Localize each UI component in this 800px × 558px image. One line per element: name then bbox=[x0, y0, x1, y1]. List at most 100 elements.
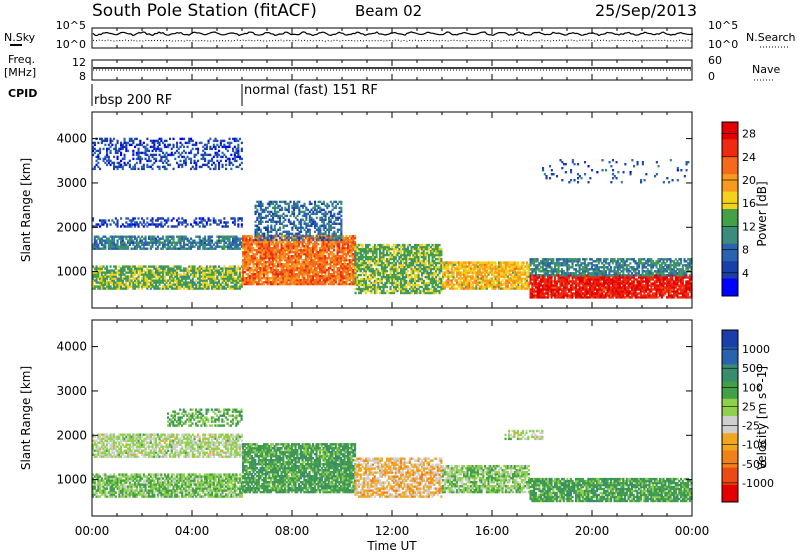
heatmap-cell bbox=[328, 239, 330, 241]
heatmap-cell bbox=[355, 244, 357, 246]
heatmap-cell bbox=[146, 138, 148, 140]
heatmap-cell bbox=[316, 223, 318, 225]
heatmap-cell bbox=[277, 255, 279, 257]
heatmap-cell bbox=[337, 267, 339, 269]
heatmap-cell bbox=[263, 233, 265, 235]
heatmap-cell bbox=[150, 160, 152, 162]
heatmap-cell bbox=[202, 217, 204, 219]
heatmap-cell bbox=[162, 152, 164, 154]
heatmap-cell bbox=[178, 265, 180, 267]
heatmap-cell bbox=[325, 205, 327, 207]
heatmap-cell bbox=[148, 236, 150, 238]
heatmap-cell bbox=[180, 265, 182, 267]
heatmap-cell bbox=[218, 162, 220, 164]
heatmap-cell bbox=[145, 236, 147, 238]
heatmap-cell bbox=[222, 285, 224, 287]
heatmap-cell bbox=[229, 265, 231, 267]
heatmap-cell bbox=[347, 259, 349, 261]
power-heatmap-cells bbox=[92, 138, 693, 299]
heatmap-cell bbox=[339, 201, 341, 203]
heatmap-cell bbox=[104, 219, 106, 221]
heatmap-cell bbox=[152, 146, 154, 148]
heatmap-cell bbox=[124, 154, 126, 156]
heatmap-cell bbox=[249, 255, 251, 257]
heatmap-cell bbox=[300, 235, 302, 237]
heatmap-cell bbox=[393, 244, 395, 246]
heatmap-cell bbox=[376, 260, 378, 262]
heatmap-cell bbox=[321, 203, 323, 205]
heatmap-cell bbox=[276, 221, 278, 223]
heatmap-cell bbox=[304, 203, 306, 205]
heatmap-cell bbox=[152, 265, 154, 267]
heatmap-cell bbox=[332, 227, 334, 229]
heatmap-cell bbox=[204, 158, 206, 160]
heatmap-cell bbox=[192, 140, 194, 142]
heatmap-cell bbox=[99, 225, 101, 227]
heatmap-cell bbox=[425, 252, 427, 254]
heatmap-cell bbox=[188, 152, 190, 154]
heatmap-cell bbox=[155, 219, 157, 221]
freq-left-tick-bottom: 8 bbox=[79, 70, 86, 83]
heatmap-cell bbox=[159, 265, 161, 267]
heatmap-cell bbox=[421, 290, 423, 292]
heatmap-cell bbox=[155, 238, 157, 240]
heatmap-cell bbox=[173, 138, 175, 140]
heatmap-cell bbox=[155, 223, 157, 225]
heatmap-cell bbox=[376, 278, 378, 280]
heatmap-cell bbox=[249, 235, 251, 237]
heatmap-cell bbox=[124, 283, 126, 285]
heatmap-cell bbox=[379, 244, 381, 246]
heatmap-cell bbox=[159, 138, 161, 140]
heatmap-cell bbox=[187, 146, 189, 148]
heatmap-cell bbox=[162, 236, 164, 238]
heatmap-cell bbox=[148, 265, 150, 267]
heatmap-cell bbox=[316, 217, 318, 219]
heatmap-cell bbox=[127, 240, 129, 242]
heatmap-cell bbox=[103, 158, 105, 160]
heatmap-cell bbox=[442, 281, 444, 283]
heatmap-cell bbox=[404, 266, 406, 268]
heatmap-cell bbox=[99, 248, 101, 250]
heatmap-cell bbox=[262, 221, 264, 223]
heatmap-cell bbox=[293, 221, 295, 223]
heatmap-cell bbox=[312, 259, 314, 261]
heatmap-cell bbox=[134, 217, 136, 219]
heatmap-cell bbox=[321, 237, 323, 239]
heatmap-cell bbox=[232, 158, 234, 160]
heatmap-cell bbox=[181, 164, 183, 166]
heatmap-cell bbox=[386, 270, 388, 272]
heatmap-cell bbox=[335, 205, 337, 207]
heatmap-cell bbox=[117, 219, 119, 221]
heatmap-cell bbox=[127, 275, 129, 277]
heatmap-cell bbox=[241, 142, 243, 144]
heatmap-cell bbox=[393, 256, 395, 258]
heatmap-cell bbox=[300, 205, 302, 207]
heatmap-cell bbox=[421, 256, 423, 258]
heatmap-cell bbox=[369, 278, 371, 280]
heatmap-cell bbox=[279, 215, 281, 217]
heatmap-cell bbox=[414, 266, 416, 268]
heatmap-cell bbox=[195, 242, 197, 244]
heatmap-cell bbox=[318, 205, 320, 207]
heatmap-cell bbox=[272, 213, 274, 215]
heatmap-cell bbox=[397, 250, 399, 252]
heatmap-cell bbox=[297, 237, 299, 239]
heatmap-cell bbox=[258, 233, 260, 235]
heatmap-cell bbox=[222, 267, 224, 269]
heatmap-cell bbox=[432, 244, 434, 246]
heatmap-cell bbox=[272, 237, 274, 239]
heatmap-cell bbox=[174, 152, 176, 154]
heatmap-cell bbox=[418, 264, 420, 266]
heatmap-cell bbox=[407, 244, 409, 246]
heatmap-cell bbox=[432, 290, 434, 292]
heatmap-cell bbox=[293, 239, 295, 241]
heatmap-cell bbox=[117, 140, 119, 142]
heatmap-cell bbox=[328, 211, 330, 213]
heatmap-cell bbox=[307, 229, 309, 231]
heatmap-cell bbox=[173, 236, 175, 238]
heatmap-cell bbox=[195, 148, 197, 150]
heatmap-cell bbox=[146, 248, 148, 250]
heatmap-cell bbox=[269, 239, 271, 241]
heatmap-cell bbox=[192, 144, 194, 146]
heatmap-cell bbox=[325, 239, 327, 241]
